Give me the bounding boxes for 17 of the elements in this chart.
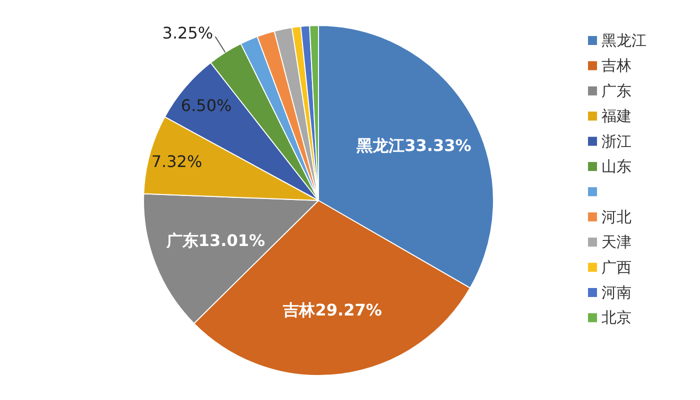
legend-label: 广西 — [602, 258, 632, 276]
data-label: 6.50% — [180, 96, 232, 116]
legend-label: 河北 — [602, 208, 632, 226]
data-label: 3.25% — [162, 24, 214, 43]
legend-label: 吉林 — [602, 56, 632, 75]
legend-label: 北京 — [602, 308, 632, 327]
legend-label: 天津 — [602, 233, 632, 252]
legend-label: 福建 — [602, 107, 632, 126]
legend-label: 黑龙江 — [602, 32, 646, 50]
legend-label: 山东 — [602, 158, 632, 176]
legend-label: 浙江 — [602, 132, 632, 150]
data-label: 7.32% — [151, 152, 202, 172]
data-label: 广东13.01% — [165, 230, 266, 250]
data-label: 黑龙江33.33% — [356, 136, 472, 155]
legend-label: 河南 — [602, 284, 632, 302]
legend-label: 广东 — [602, 82, 632, 100]
data-label: 吉林29.27% — [282, 300, 382, 320]
